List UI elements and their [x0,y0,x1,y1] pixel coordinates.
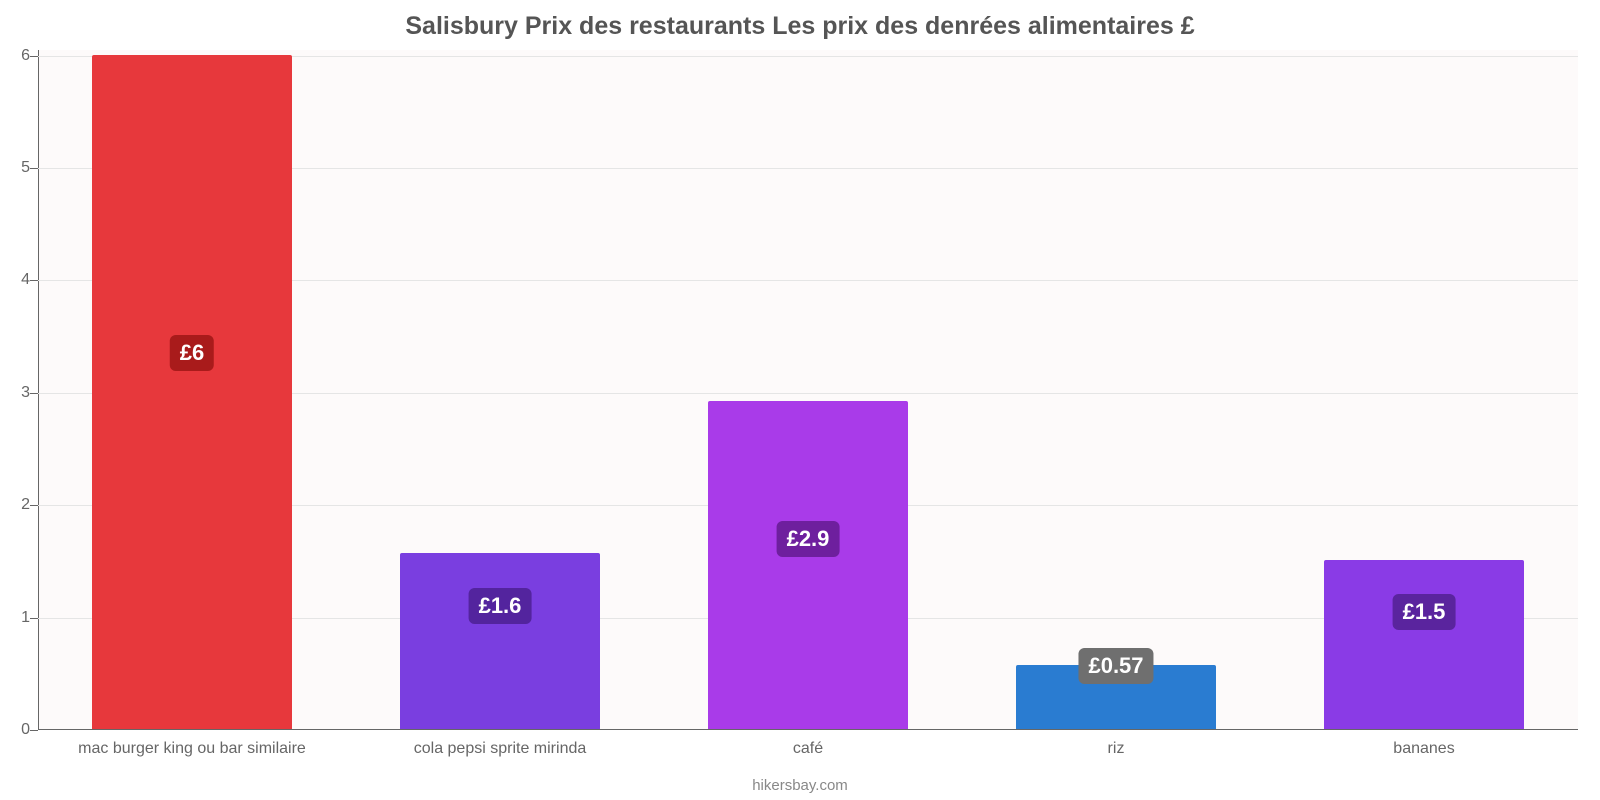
bar [708,401,908,729]
y-tick [30,393,38,394]
y-tick [30,168,38,169]
chart-title: Salisbury Prix des restaurants Les prix … [0,0,1600,41]
x-axis-line [38,729,1578,730]
x-category-label: bananes [1393,740,1454,758]
x-category-label: mac burger king ou bar similaire [78,740,306,758]
credit-text: hikersbay.com [0,777,1600,794]
bar-value-badge: £2.9 [777,521,840,557]
y-axis-line [38,50,39,730]
y-tick [30,505,38,506]
y-tick-label: 0 [2,721,30,739]
y-tick-label: 6 [2,47,30,65]
y-tick [30,618,38,619]
plot-area: 0123456£6mac burger king ou bar similair… [38,50,1578,730]
bar-value-badge: £1.5 [1393,594,1456,630]
bar [400,553,600,729]
bar-value-badge: £0.57 [1078,648,1153,684]
x-category-label: café [793,740,823,758]
bar-value-badge: £6 [170,335,214,371]
y-tick-label: 2 [2,496,30,514]
x-category-label: cola pepsi sprite mirinda [414,740,587,758]
bar [92,55,292,729]
bar-value-badge: £1.6 [469,588,532,624]
y-tick-label: 1 [2,609,30,627]
y-tick [30,56,38,57]
y-tick-label: 4 [2,271,30,289]
x-category-label: riz [1108,740,1125,758]
y-tick [30,280,38,281]
y-tick [30,730,38,731]
bar [1324,560,1524,729]
y-tick-label: 3 [2,384,30,402]
chart-container: Salisbury Prix des restaurants Les prix … [0,0,1600,800]
y-tick-label: 5 [2,159,30,177]
